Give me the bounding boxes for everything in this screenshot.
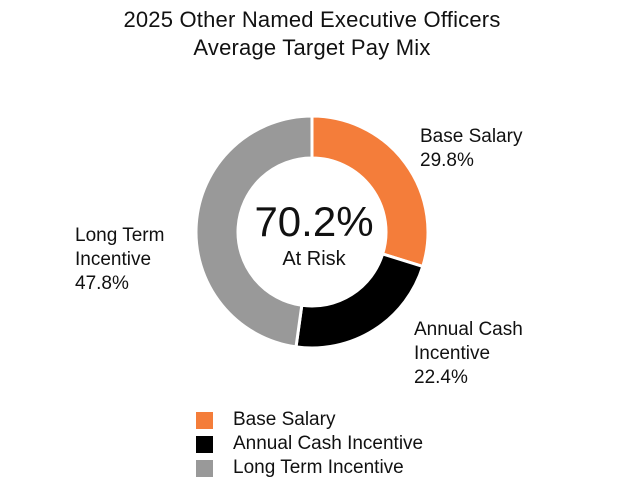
chart-title-line-1: 2025 Other Named Executive Officers <box>123 7 501 32</box>
chart-title: 2025 Other Named Executive Officers Aver… <box>0 6 624 62</box>
chart-title-line-2: Average Target Pay Mix <box>193 35 431 60</box>
slice-label-base-salary-value: 29.8% <box>420 150 474 171</box>
legend-item-base-salary: Base Salary <box>196 408 423 432</box>
legend-swatch-long-term-incentive <box>196 459 213 477</box>
slice-label-annual-cash-incentive-name-1: Annual Cash <box>414 319 523 340</box>
slice-label-long-term-incentive: Long Term Incentive 47.8% <box>75 224 164 296</box>
slice-label-long-term-incentive-name-2: Incentive <box>75 249 152 270</box>
center-value: 70.2% <box>254 198 374 245</box>
slice-label-base-salary: Base Salary 29.8% <box>420 125 522 173</box>
center-label: At Risk <box>282 248 346 270</box>
slice-label-long-term-incentive-name-1: Long Term <box>75 225 165 246</box>
legend-label-long-term-incentive: Long Term Incentive <box>233 457 404 478</box>
legend-label-base-salary: Base Salary <box>233 409 336 430</box>
legend-item-long-term-incentive: Long Term Incentive <box>196 456 423 480</box>
legend-label-annual-cash-incentive: Annual Cash Incentive <box>233 433 424 454</box>
slice-label-annual-cash-incentive: Annual Cash Incentive 22.4% <box>414 318 523 390</box>
slice-label-base-salary-name: Base Salary <box>420 126 523 147</box>
slice-label-annual-cash-incentive-value: 22.4% <box>414 367 468 388</box>
legend-item-annual-cash-incentive: Annual Cash Incentive <box>196 432 423 456</box>
donut-slice-long-term-incentive <box>194 114 314 349</box>
chart-legend: Base Salary Annual Cash Incentive Long T… <box>196 408 423 480</box>
slice-label-long-term-incentive-value: 47.8% <box>75 273 129 294</box>
slice-label-annual-cash-incentive-name-2: Incentive <box>414 343 491 364</box>
donut-slice-base-salary <box>310 114 430 269</box>
legend-swatch-base-salary <box>196 411 213 429</box>
legend-swatch-annual-cash-incentive <box>196 435 213 453</box>
